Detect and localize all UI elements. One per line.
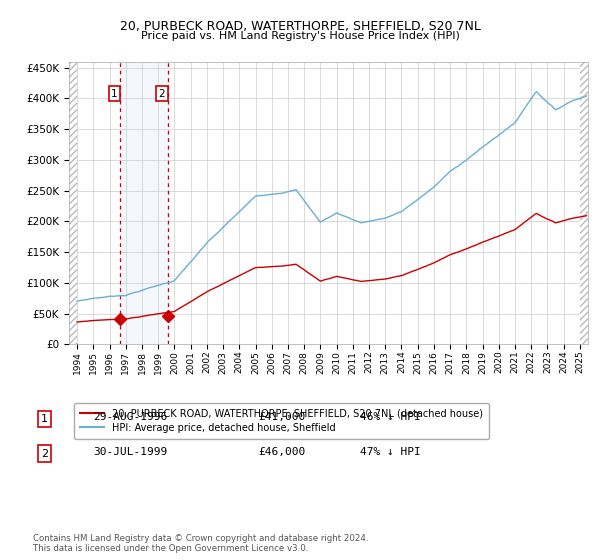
Text: 46% ↓ HPI: 46% ↓ HPI <box>360 412 421 422</box>
Text: 1: 1 <box>41 414 48 424</box>
Text: Contains HM Land Registry data © Crown copyright and database right 2024.
This d: Contains HM Land Registry data © Crown c… <box>33 534 368 553</box>
Legend: 20, PURBECK ROAD, WATERTHORPE, SHEFFIELD, S20 7NL (detached house), HPI: Average: 20, PURBECK ROAD, WATERTHORPE, SHEFFIELD… <box>74 403 488 438</box>
Bar <box>69 62 77 344</box>
Bar <box>120 62 167 344</box>
Text: 2: 2 <box>158 88 165 99</box>
Text: 2: 2 <box>41 449 48 459</box>
Text: 29-AUG-1996: 29-AUG-1996 <box>93 412 167 422</box>
Text: 30-JUL-1999: 30-JUL-1999 <box>93 447 167 457</box>
Text: Price paid vs. HM Land Registry's House Price Index (HPI): Price paid vs. HM Land Registry's House … <box>140 31 460 41</box>
Bar <box>580 62 588 344</box>
Text: £41,000: £41,000 <box>258 412 305 422</box>
Text: £46,000: £46,000 <box>258 447 305 457</box>
Text: 1: 1 <box>111 88 118 99</box>
Text: 47% ↓ HPI: 47% ↓ HPI <box>360 447 421 457</box>
Text: 20, PURBECK ROAD, WATERTHORPE, SHEFFIELD, S20 7NL: 20, PURBECK ROAD, WATERTHORPE, SHEFFIELD… <box>119 20 481 32</box>
